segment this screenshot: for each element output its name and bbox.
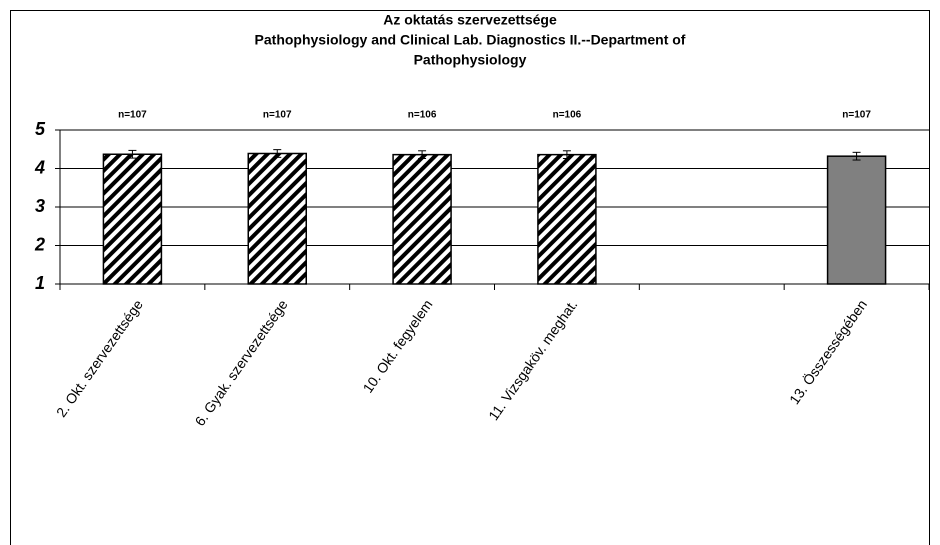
y-tick-label: 3 bbox=[35, 196, 45, 216]
x-tick-label: 10. Okt. fegyelem bbox=[360, 297, 436, 396]
chart-frame bbox=[10, 10, 930, 545]
x-tick-label: 6. Gyak. szervezettsége bbox=[191, 296, 290, 428]
bar bbox=[102, 153, 163, 285]
chart-subtitle: Pathophysiology and Clinical Lab. Diagno… bbox=[255, 32, 686, 48]
y-tick-label: 2 bbox=[34, 234, 45, 254]
y-tick-label: 1 bbox=[35, 273, 45, 293]
y-tick-label: 4 bbox=[34, 157, 45, 177]
y-tick-label: 5 bbox=[35, 119, 46, 139]
chart-subtitle: Pathophysiology bbox=[414, 52, 527, 68]
chart-title: Az oktatás szervezettsége bbox=[383, 12, 557, 28]
bar bbox=[826, 155, 887, 285]
x-tick-label: 2. Okt. szervezettsége bbox=[53, 297, 146, 420]
bar bbox=[537, 153, 597, 285]
bar bbox=[247, 152, 307, 285]
annotation: n=106 bbox=[408, 110, 437, 121]
annotation: n=106 bbox=[553, 110, 582, 121]
annotation: n=107 bbox=[263, 110, 292, 121]
x-tick-label: 11. Vizsgaköv. meghat. bbox=[485, 297, 580, 423]
annotation: n=107 bbox=[118, 110, 147, 121]
bar bbox=[392, 153, 452, 285]
annotation: n=107 bbox=[842, 110, 871, 121]
x-tick-label: 13. Összességében bbox=[785, 296, 870, 407]
